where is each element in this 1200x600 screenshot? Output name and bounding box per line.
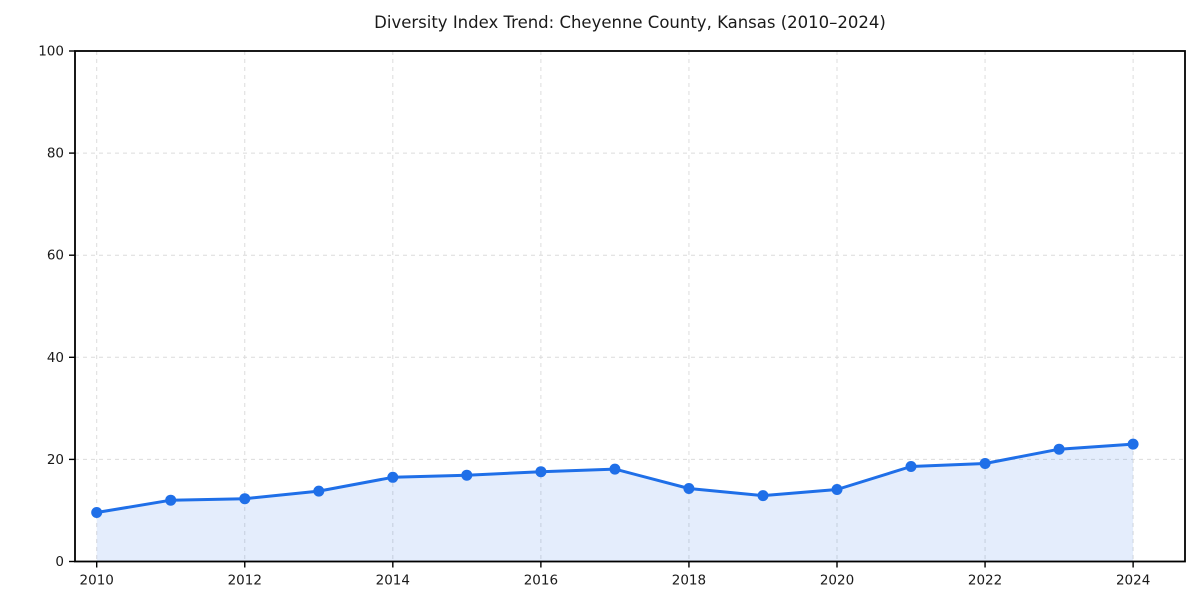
axis-frame bbox=[74, 50, 1186, 563]
x-tick-label: 2020 bbox=[820, 573, 854, 589]
area-fill bbox=[96, 444, 1134, 562]
x-tick-label: 2012 bbox=[228, 573, 262, 589]
y-tick-label: 80 bbox=[47, 146, 64, 162]
x-tick-label: 2024 bbox=[1116, 573, 1150, 589]
data-point-marker bbox=[165, 494, 177, 506]
data-point-marker bbox=[535, 466, 547, 478]
data-point-marker bbox=[905, 461, 917, 472]
data-point-marker bbox=[387, 471, 399, 483]
x-tick-label: 2018 bbox=[672, 573, 706, 589]
y-tick-label: 60 bbox=[47, 248, 64, 264]
data-point-marker bbox=[1127, 438, 1139, 450]
data-point-marker bbox=[461, 469, 473, 481]
data-point-marker bbox=[313, 485, 325, 497]
data-point-marker bbox=[757, 490, 769, 502]
data-point-marker bbox=[979, 458, 991, 469]
x-tick-label: 2016 bbox=[524, 573, 558, 589]
data-point-marker bbox=[239, 493, 251, 505]
x-tick-label: 2010 bbox=[80, 573, 114, 589]
data-point-marker bbox=[91, 507, 103, 518]
y-tick-label: 20 bbox=[47, 452, 64, 468]
y-tick-label: 100 bbox=[38, 44, 64, 60]
data-point-marker bbox=[683, 483, 695, 494]
y-tick-label: 40 bbox=[47, 350, 64, 366]
data-point-marker bbox=[1053, 443, 1065, 455]
data-point-marker bbox=[831, 484, 843, 495]
x-tick-label: 2022 bbox=[968, 573, 1002, 589]
data-point-marker bbox=[609, 463, 621, 475]
y-tick-label: 0 bbox=[55, 554, 64, 570]
x-tick-label: 2014 bbox=[376, 573, 410, 589]
chart-title: Diversity Index Trend: Cheyenne County, … bbox=[374, 13, 886, 32]
